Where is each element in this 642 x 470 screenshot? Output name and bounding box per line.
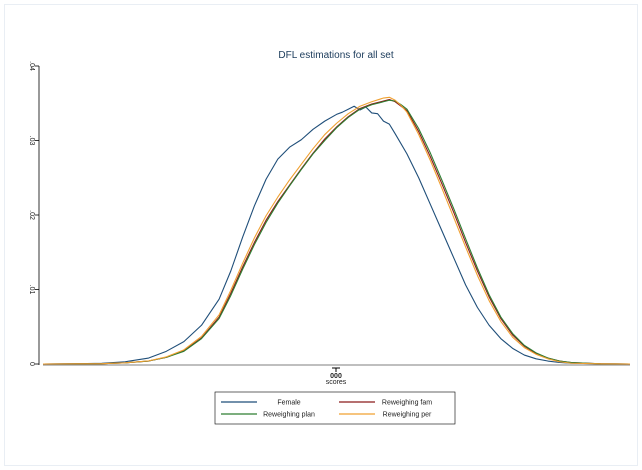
- y-tick-label-1: .01: [28, 285, 35, 295]
- series-line-reweighing-per: [42, 96, 631, 365]
- series-layer: [42, 96, 631, 365]
- legend-label-3: Reweighing per: [383, 412, 432, 419]
- y-tick-label-0: 0: [28, 362, 35, 366]
- legend: Female Reweighing fam Reweighing plan Rewei…: [214, 391, 456, 425]
- y-tick-label-2: .02: [28, 210, 35, 220]
- series-line-reweighing-fam: [42, 98, 631, 365]
- legend-label-1: Reweighing fam: [382, 400, 432, 407]
- chart-title: DFL estimations for all set: [278, 50, 393, 61]
- y-tick-label-3: .03: [28, 136, 35, 146]
- series-line-female: [42, 105, 631, 365]
- x-axis: 000: [43, 364, 630, 380]
- legend-label-0: Female: [277, 400, 300, 407]
- y-tick-label-4: .04: [28, 61, 35, 71]
- x-axis-label: scores: [326, 379, 347, 386]
- x-tick-label-0: 000: [330, 373, 342, 380]
- series-line-reweighing-plan: [42, 99, 631, 365]
- legend-label-2: Reweighing plan: [263, 412, 315, 419]
- y-axis: 0 .01 .02 .03 .04: [28, 61, 40, 366]
- legend-box: [214, 391, 456, 425]
